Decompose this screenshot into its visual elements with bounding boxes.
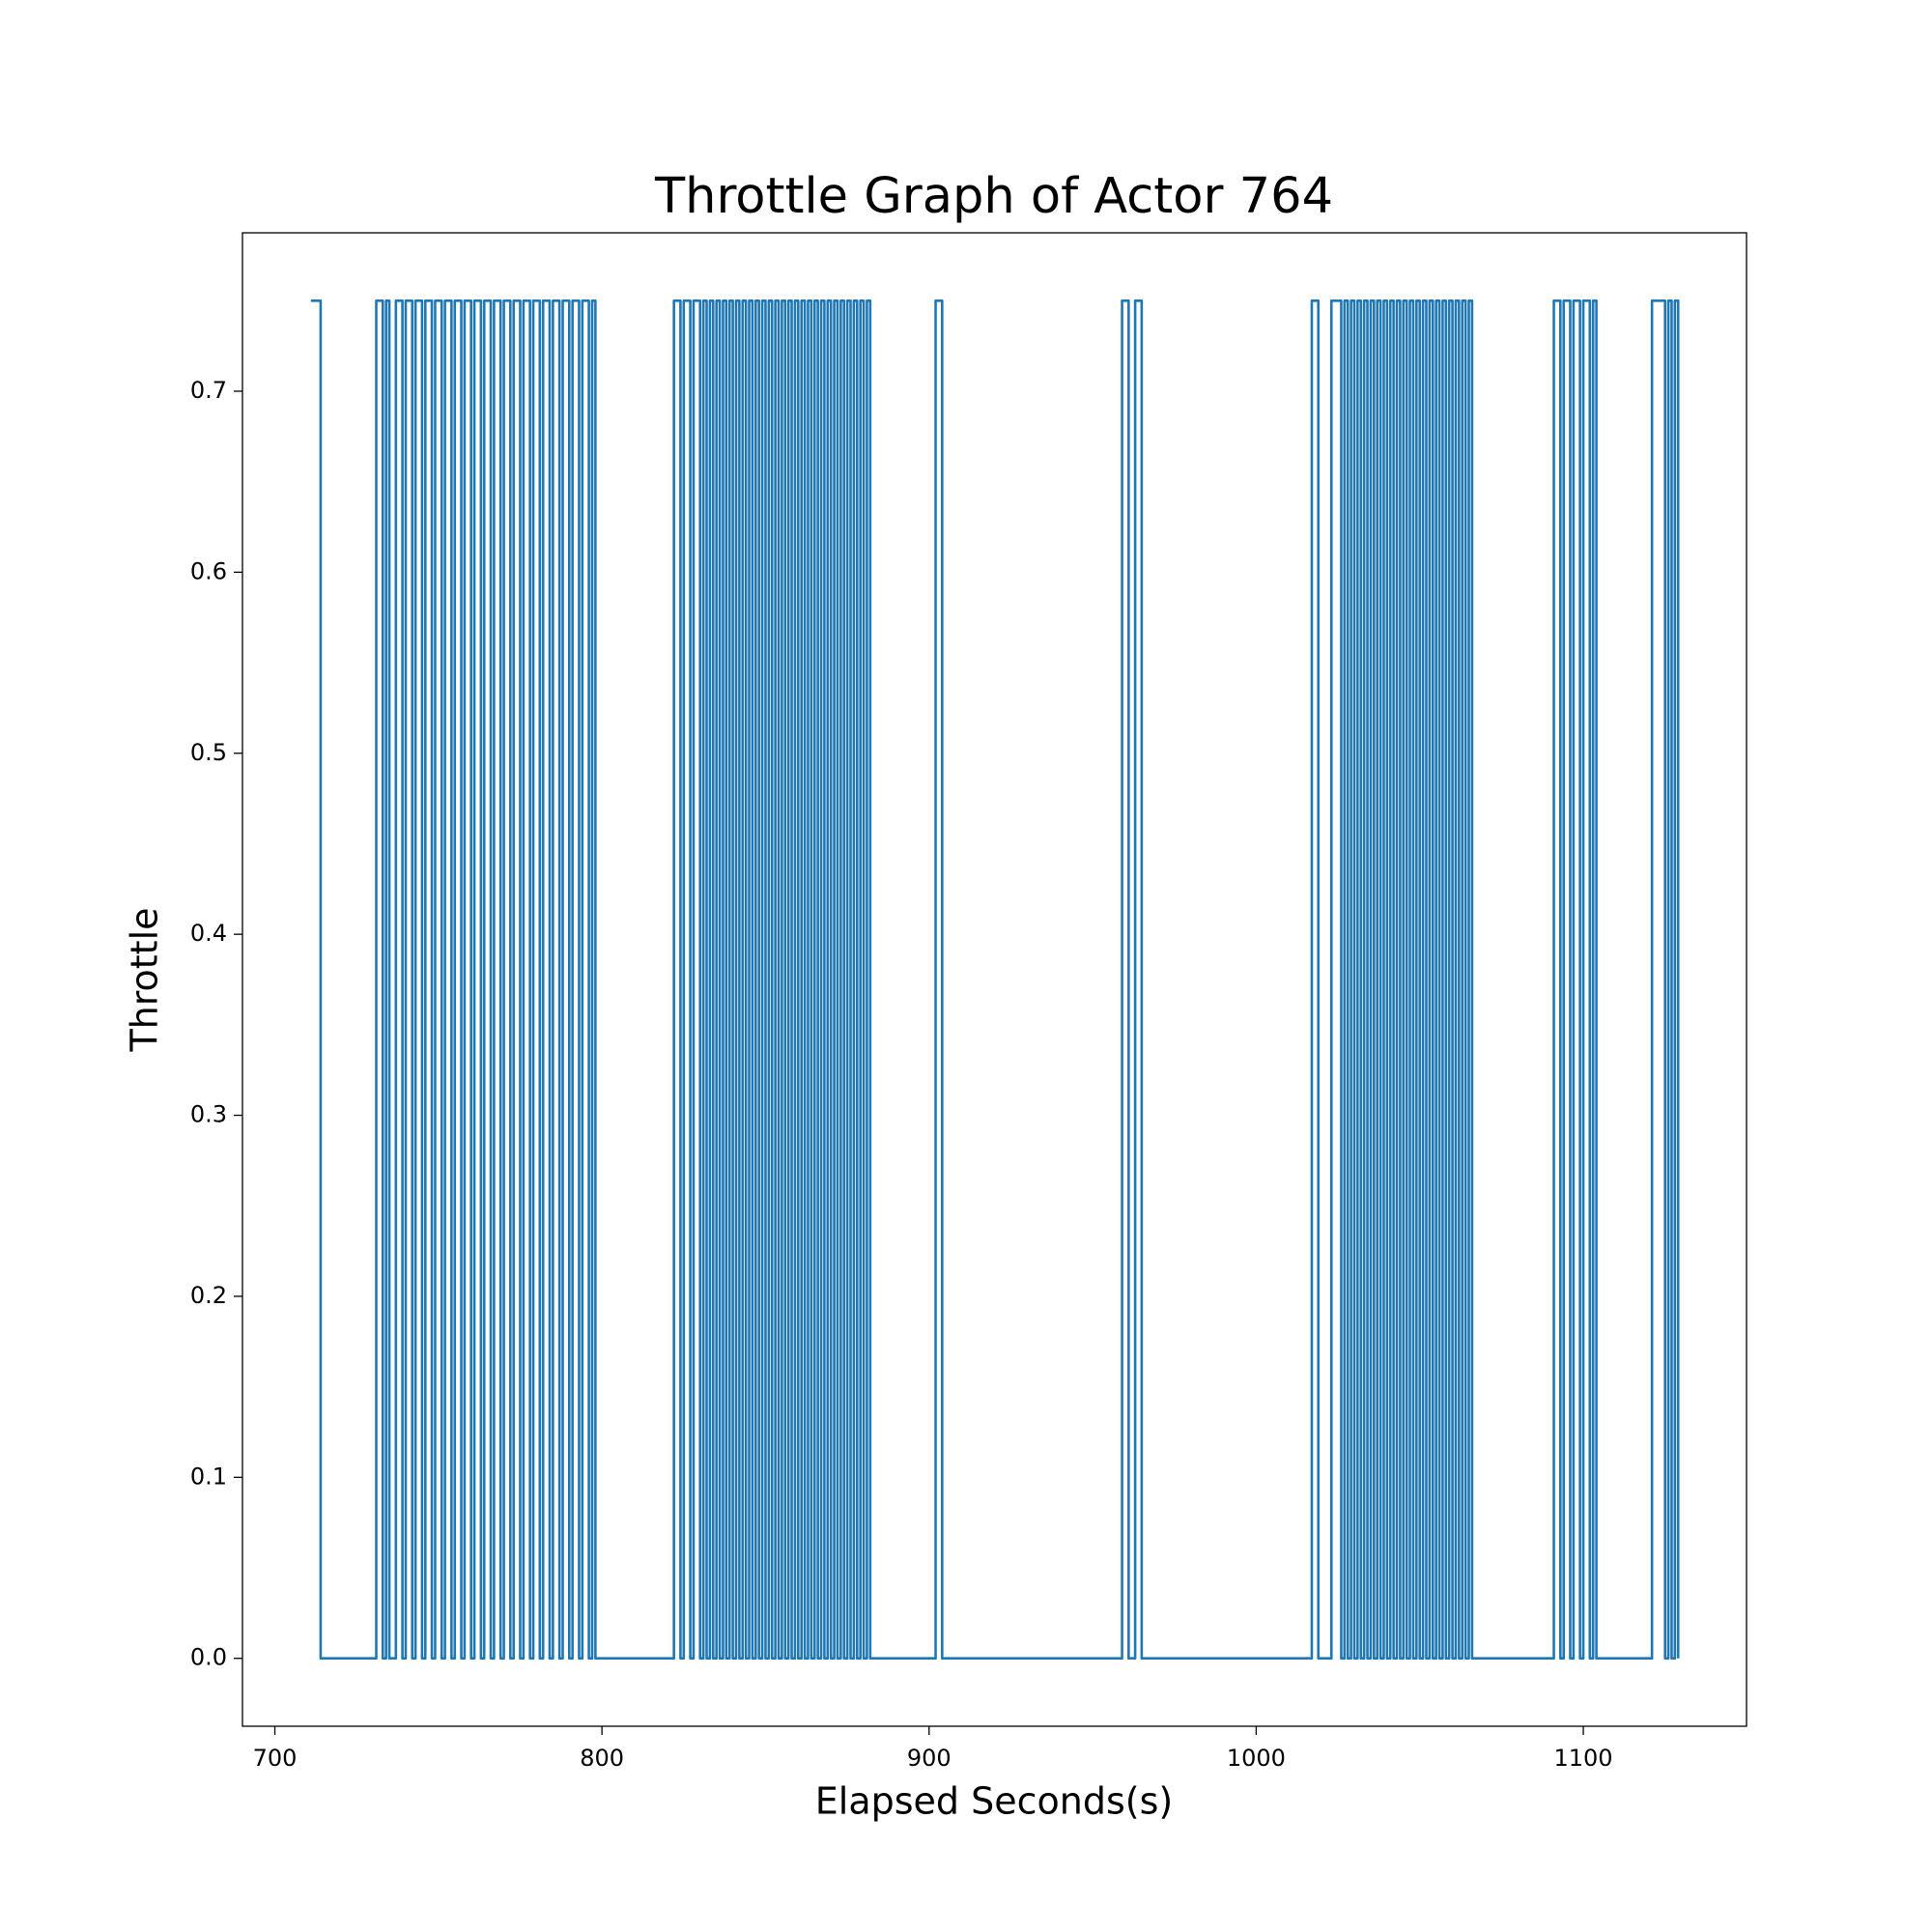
- x-tick-label: 700: [253, 1745, 298, 1772]
- line: [310, 298, 1680, 1661]
- x-tick-label: 900: [907, 1745, 952, 1772]
- y-tick-label: 0.4: [190, 920, 227, 947]
- y-tick-label: 0.5: [190, 739, 227, 766]
- y-tick-label: 0.1: [190, 1463, 227, 1490]
- y-tick-label: 0.2: [190, 1282, 227, 1309]
- plot-frame: [242, 232, 1747, 1727]
- x-tick-label: 1000: [1227, 1745, 1286, 1772]
- chart-title: Throttle Graph of Actor 764: [654, 168, 1333, 225]
- y-tick-label: 0.3: [190, 1101, 227, 1128]
- x-axis-label: Elapsed Seconds(s): [815, 1780, 1173, 1823]
- y-tick-label: 0.7: [190, 377, 227, 404]
- y-tick-label: 0.6: [190, 557, 227, 584]
- y-tick-label: 0.0: [190, 1644, 227, 1671]
- x-tick-label: 1100: [1553, 1745, 1612, 1772]
- x-tick-label: 800: [580, 1745, 624, 1772]
- y-axis-label: Throttle: [124, 907, 166, 1052]
